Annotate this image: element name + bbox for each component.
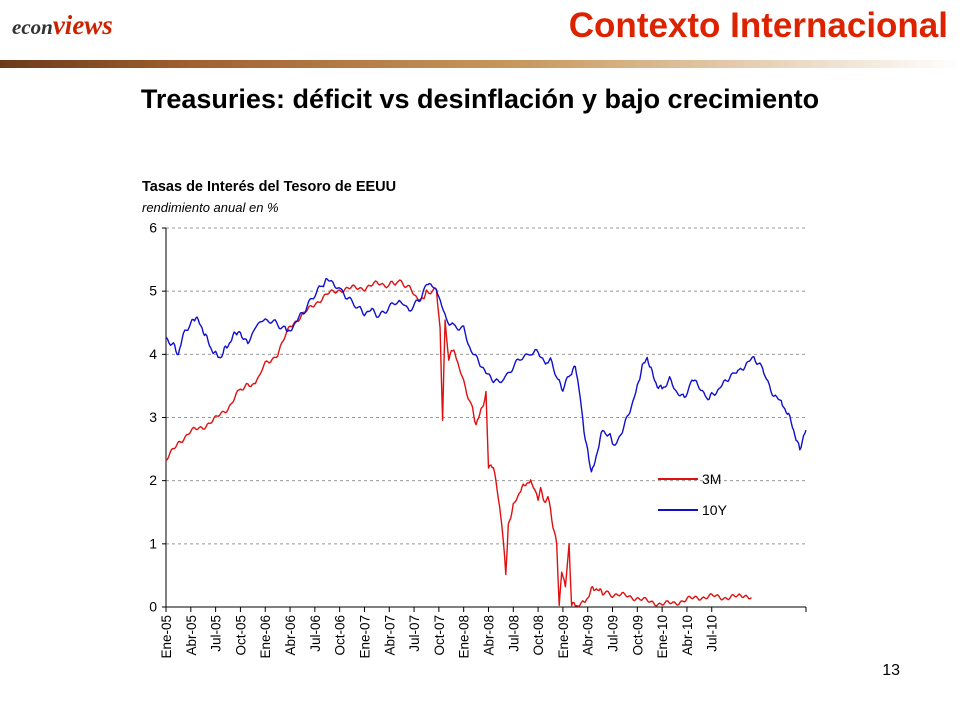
x-tick-label: Abr-07 (382, 615, 397, 656)
y-tick-label: 4 (149, 346, 157, 362)
series-line-10Y (165, 277, 807, 473)
x-tick-label: Jul-10 (705, 615, 720, 652)
legend-label: 10Y (702, 502, 728, 518)
x-tick-label: Oct-07 (432, 615, 447, 656)
x-tick-label: Oct-09 (630, 615, 645, 656)
x-tick-label: Oct-08 (531, 615, 546, 656)
x-tick-label: Abr-05 (184, 615, 199, 656)
chart-subtitle: rendimiento anual en % (142, 200, 279, 215)
x-tick-label: Jul-09 (606, 615, 621, 652)
x-tick-label: Abr-06 (283, 615, 298, 656)
rates-chart: Tasas de Interés del Tesoro de EEUU rend… (142, 179, 807, 659)
header-divider (0, 60, 960, 68)
chart-series (165, 277, 807, 608)
chart-gridlines (166, 227, 806, 545)
y-tick-label: 0 (149, 599, 157, 615)
chart-title: Tasas de Interés del Tesoro de EEUU (142, 179, 396, 195)
legend-label: 3M (702, 471, 721, 487)
x-tick-label: Ene-07 (357, 615, 372, 659)
x-tick-label: Ene-09 (556, 615, 571, 659)
slide-title: Treasuries: déficit vs desinflación y ba… (140, 84, 820, 114)
series-line-3M (165, 279, 752, 608)
y-tick-label: 5 (149, 283, 157, 299)
x-tick-label: Jul-07 (407, 615, 422, 652)
x-tick-label: Ene-08 (457, 615, 472, 659)
x-tick-label: Oct-06 (333, 615, 348, 656)
x-tick-label: Jul-08 (506, 615, 521, 652)
brand-logo: econviews (12, 10, 113, 40)
chart-legend: 3M 10Y (658, 471, 728, 518)
x-axis: Ene-05 Abr-05 Jul-05 Oct-05 Ene-06 Abr-06 Jul-… (159, 606, 807, 659)
x-tick-label: Jul-06 (308, 615, 323, 652)
x-tick-label: Ene-10 (655, 615, 670, 659)
x-tick-label: Abr-09 (581, 615, 596, 656)
x-tick-label: Jul-05 (209, 615, 224, 652)
page-number: 13 (882, 662, 900, 679)
x-tick-label: Abr-08 (481, 615, 496, 656)
x-tick-label: Oct-05 (233, 615, 248, 656)
x-tick-label: Ene-06 (258, 615, 273, 659)
y-axis: 0 1 2 3 4 5 6 (149, 220, 167, 615)
y-tick-label: 2 (149, 472, 157, 488)
y-tick-label: 6 (149, 220, 157, 236)
x-tick-label: Ene-05 (159, 615, 174, 659)
y-tick-label: 1 (149, 535, 157, 551)
x-tick-label: Abr-10 (680, 615, 695, 656)
y-tick-label: 3 (149, 409, 157, 425)
header-title: Contexto Internacional (568, 6, 948, 45)
